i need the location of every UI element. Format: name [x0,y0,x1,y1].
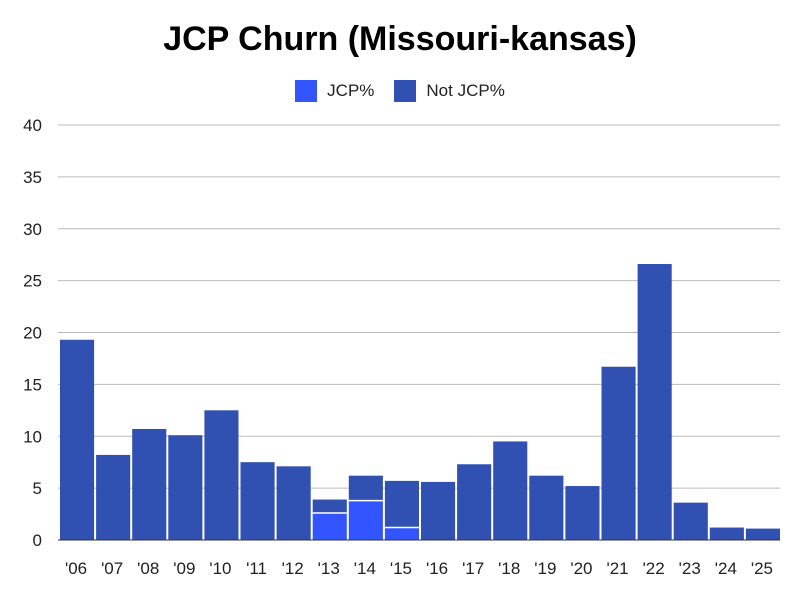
x-tick-label: '13 [318,559,340,578]
bar-not-jcp[interactable] [240,462,275,540]
x-tick-label: '10 [209,559,231,578]
y-tick-label: 25 [23,272,42,291]
x-tick-label: '15 [390,559,412,578]
x-tick-label: '11 [246,559,267,578]
x-tick-label: '08 [137,559,159,578]
legend-label-not-jcp: Not JCP% [426,81,505,100]
bar-not-jcp[interactable] [601,366,636,540]
bar-not-jcp[interactable] [312,499,347,514]
bar-jcp[interactable] [384,527,419,540]
legend-label-jcp: JCP% [327,81,375,100]
x-tick-label: '07 [101,559,123,578]
x-tick-label: '17 [462,559,484,578]
legend-swatch-not-jcp [394,80,417,102]
bar-not-jcp[interactable] [96,454,131,540]
x-tick-label: '12 [282,559,304,578]
x-tick-label: '21 [606,559,628,578]
bar-not-jcp[interactable] [276,466,311,540]
x-tick-label: '06 [65,559,87,578]
legend-swatch-jcp [295,80,318,102]
y-tick-label: 20 [23,324,42,343]
x-tick-label: '20 [570,559,592,578]
legend-item-jcp[interactable]: JCP% [295,80,374,102]
bar-not-jcp[interactable] [565,486,600,540]
bar-not-jcp[interactable] [168,435,203,540]
y-tick-label: 40 [23,116,42,135]
y-tick-label: 0 [33,531,42,550]
x-tick-label: '22 [643,559,665,578]
bar-jcp[interactable] [348,500,383,540]
bar-not-jcp[interactable] [204,410,239,540]
bar-not-jcp[interactable] [132,428,167,540]
bar-not-jcp[interactable] [745,528,780,540]
bar-not-jcp[interactable] [637,264,672,540]
bar-not-jcp[interactable] [673,502,708,540]
bar-not-jcp[interactable] [384,480,419,528]
y-tick-label: 15 [23,375,42,394]
bar-not-jcp[interactable] [529,475,564,540]
x-tick-label: '23 [679,559,701,578]
legend-item-not-jcp[interactable]: Not JCP% [394,80,505,102]
y-tick-label: 30 [23,220,42,239]
x-tick-label: '16 [426,559,448,578]
bar-jcp[interactable] [312,513,347,540]
chart-title: JCP Churn (Missouri-kansas) [163,20,637,58]
y-tick-label: 10 [23,427,42,446]
x-tick-label: '24 [715,559,737,578]
x-tick-label: '19 [534,559,556,578]
y-tick-label: 5 [33,479,42,498]
bar-not-jcp[interactable] [60,339,95,540]
bar-not-jcp[interactable] [709,527,744,540]
bar-not-jcp[interactable] [421,481,456,540]
bar-not-jcp[interactable] [457,464,492,540]
y-tick-label: 35 [23,168,42,187]
bar-not-jcp[interactable] [493,441,528,540]
x-tick-label: '14 [354,559,376,578]
bar-not-jcp[interactable] [348,475,383,501]
gridlines [58,124,780,541]
x-tick-label: '18 [498,559,520,578]
x-tick-label: '09 [173,559,195,578]
legend: JCP% Not JCP% [0,80,800,102]
x-tick-label: '25 [751,559,773,578]
